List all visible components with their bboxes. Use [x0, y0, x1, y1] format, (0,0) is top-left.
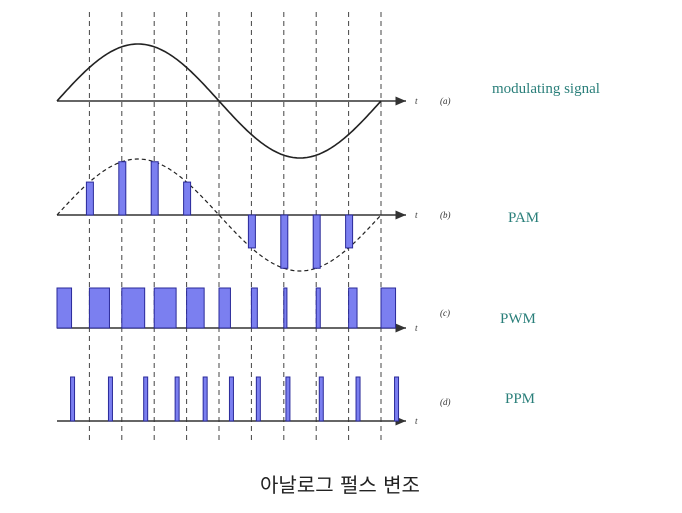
ppm-pulse	[318, 376, 324, 422]
pwm-pulse	[348, 287, 358, 329]
sine-curve	[56, 158, 382, 272]
pwm-pulse	[88, 287, 110, 329]
sine-curve	[56, 43, 382, 159]
axis-label: t	[415, 323, 418, 333]
ppm-pulse	[285, 376, 291, 422]
pam-pulse	[150, 161, 159, 216]
pam-pulse	[118, 161, 127, 216]
pam-pulse	[345, 214, 354, 249]
panel-tag: (c)	[440, 308, 450, 318]
axis-label: t	[415, 210, 418, 220]
panel-label: PWM	[500, 311, 536, 327]
pwm-pulse	[250, 287, 258, 329]
pwm-pulse	[121, 287, 146, 329]
axis-label: t	[415, 96, 418, 106]
pwm-pulse	[380, 287, 397, 329]
ppm-pulse	[174, 376, 180, 422]
ppm-pulse	[70, 376, 76, 422]
ppm-pulse	[228, 376, 234, 422]
pam-pulse	[183, 181, 192, 216]
ppm-pulse	[107, 376, 113, 422]
ppm-pulse	[394, 376, 400, 422]
panel-tag: (d)	[440, 397, 451, 407]
ppm-pulse	[355, 376, 361, 422]
panel-label: PPM	[505, 391, 535, 407]
pwm-pulse	[283, 287, 288, 329]
pam-pulse	[312, 214, 321, 269]
pwm-pulse	[153, 287, 177, 329]
ppm-pulse	[143, 376, 149, 422]
caption: 아날로그 펄스 변조	[260, 473, 420, 497]
axis-label: t	[415, 416, 418, 426]
shapes	[56, 12, 406, 442]
panel-tag: (b)	[440, 210, 451, 220]
pwm-pulse	[186, 287, 205, 329]
pam-pulse	[247, 214, 256, 249]
ppm-pulse	[202, 376, 208, 422]
pwm-pulse	[56, 287, 73, 329]
pam-pulse	[85, 181, 94, 216]
pwm-pulse	[315, 287, 321, 329]
ppm-pulse	[255, 376, 261, 422]
panel-label: PAM	[508, 210, 539, 226]
pam-pulse	[280, 214, 289, 269]
pwm-pulse	[218, 287, 231, 329]
panel-tag: (a)	[440, 96, 451, 106]
panel-label: modulating signal	[492, 81, 600, 97]
